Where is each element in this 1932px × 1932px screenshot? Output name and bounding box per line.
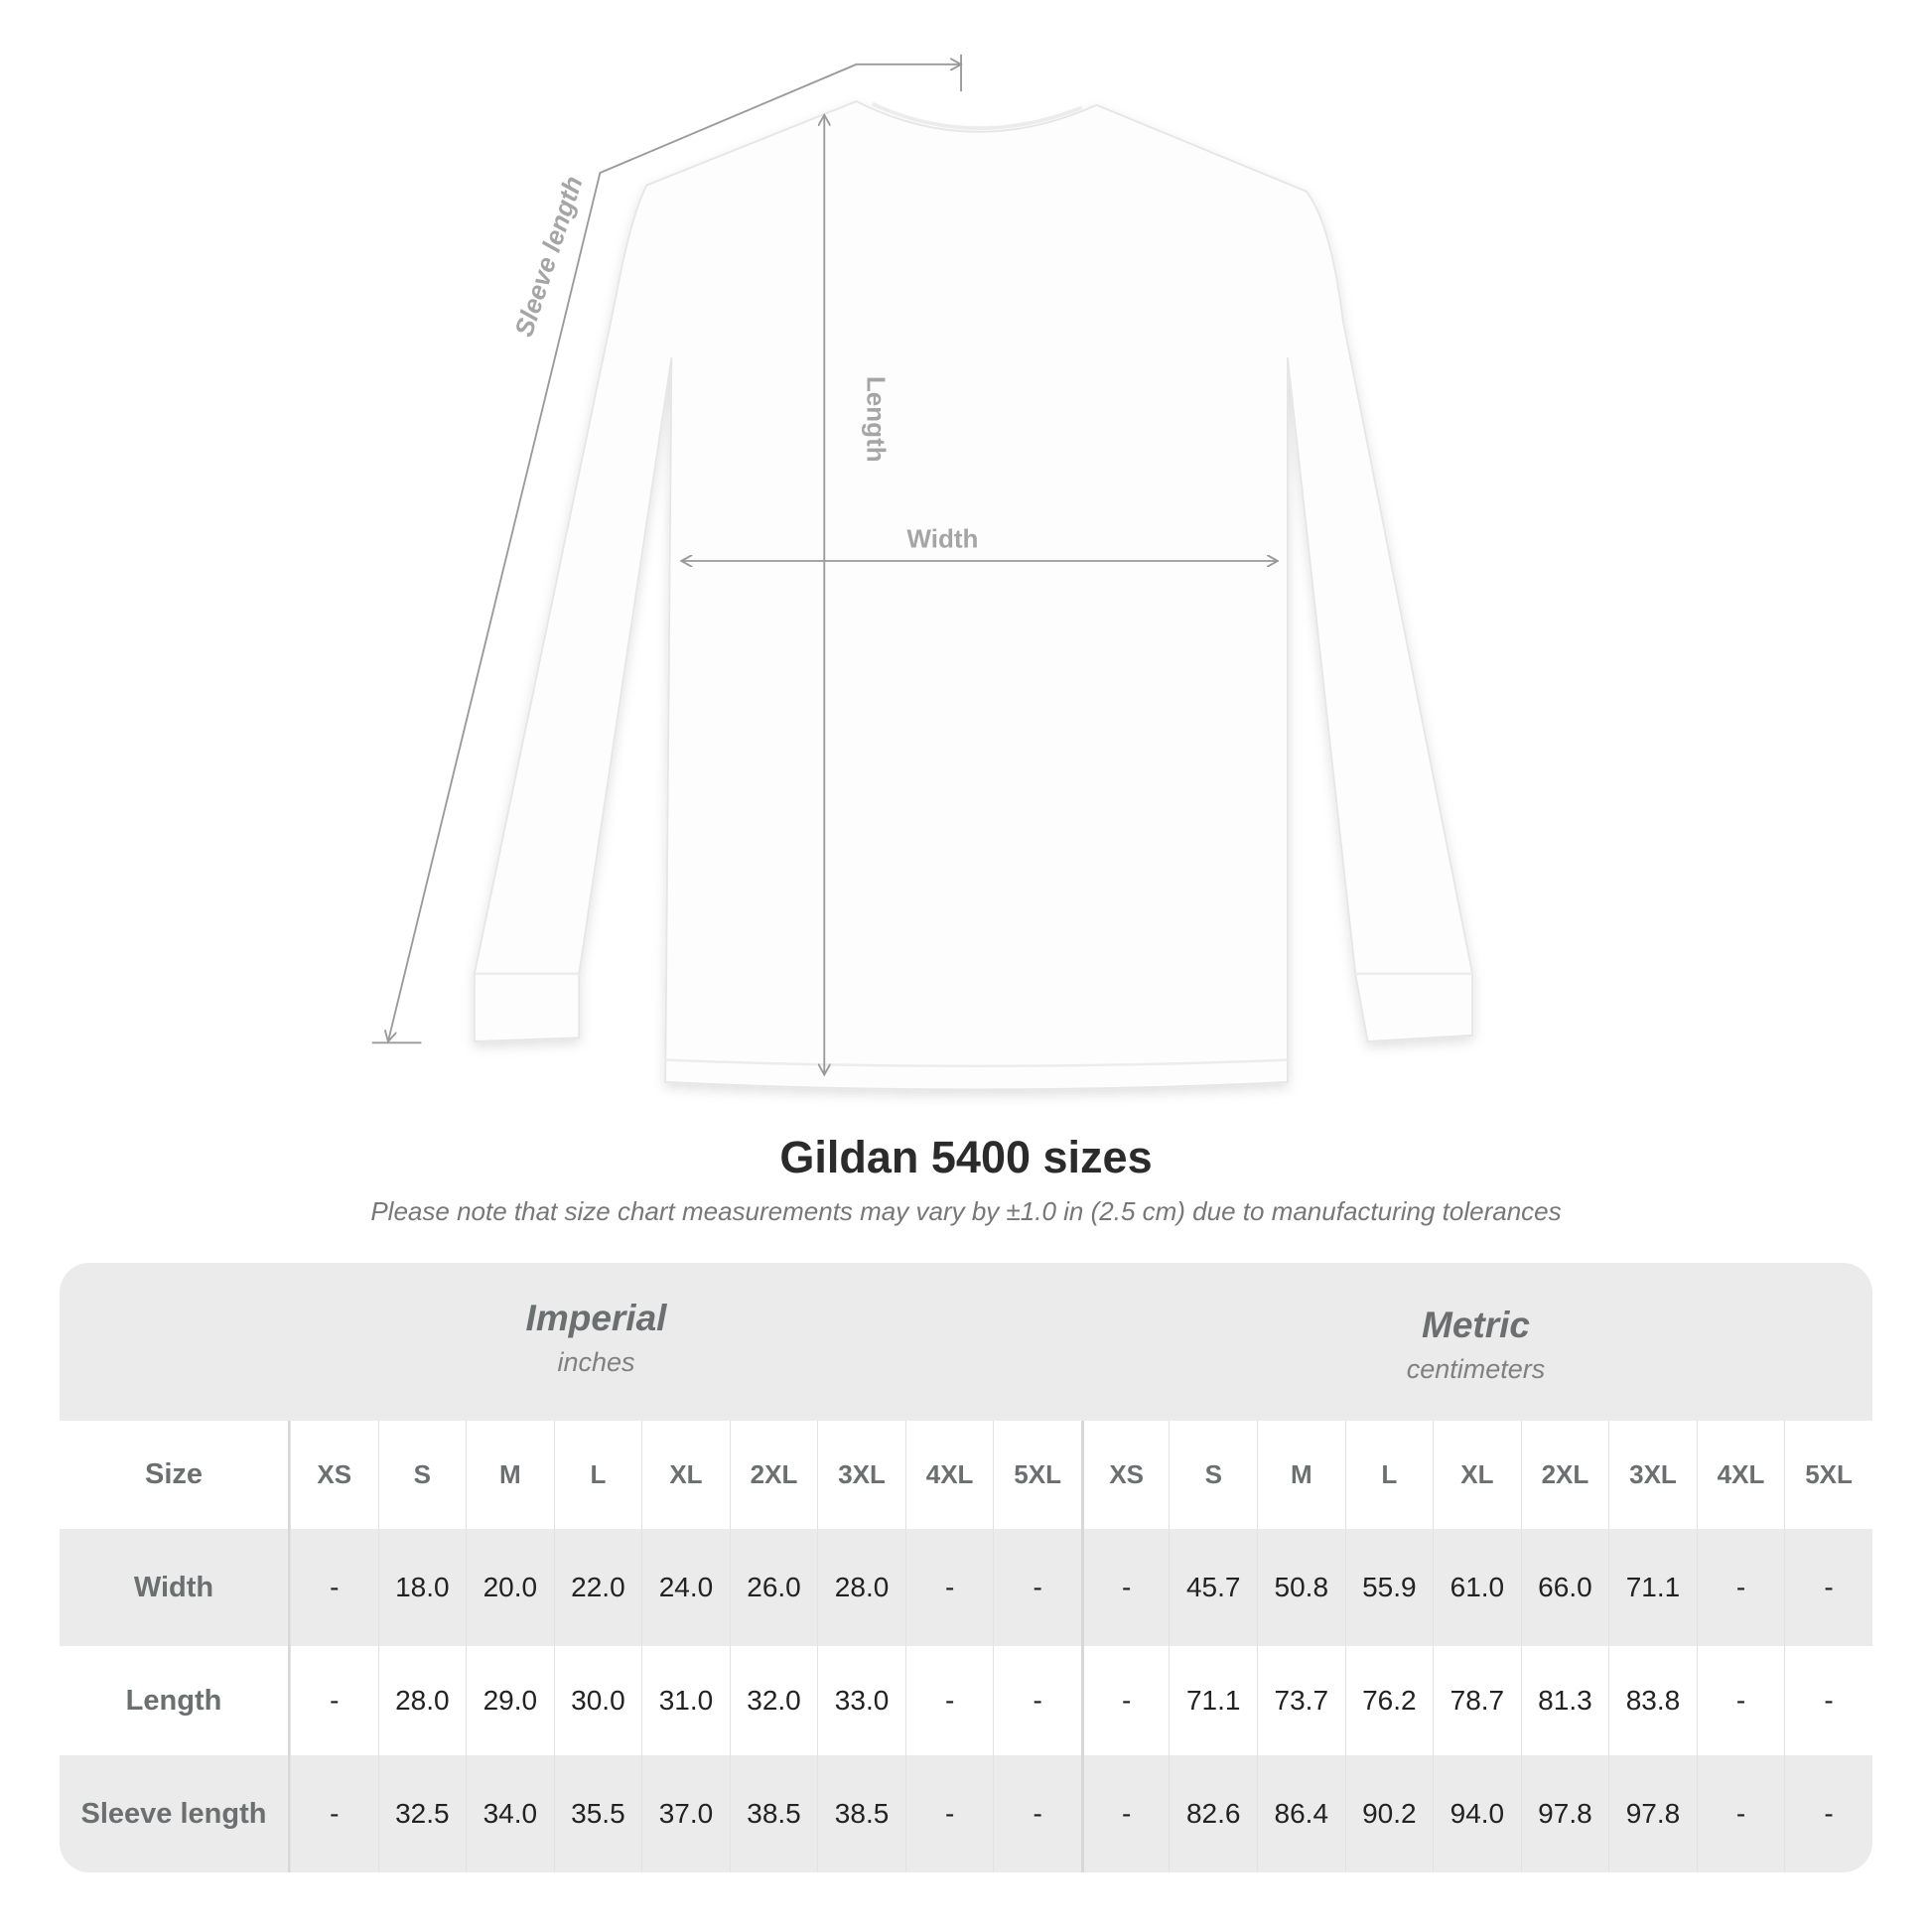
imperial-value-cell: 30.0 (553, 1646, 642, 1755)
imperial-value-cell: 22.0 (553, 1529, 642, 1646)
imperial-size-header: 3XL (817, 1421, 905, 1529)
size-header-row: Size XS S M L XL 2XL 3XL 4XL 5XL XS S M L XL 2XL 3XL 4XL 5… (60, 1421, 1872, 1529)
imperial-value-cell: 31.0 (641, 1646, 730, 1755)
imperial-value-cell: 37.0 (641, 1755, 730, 1872)
metric-value-cell: 73.7 (1257, 1646, 1345, 1755)
metric-title: Metric (1422, 1305, 1530, 1345)
imperial-value-cell: 26.0 (729, 1529, 818, 1646)
imperial-title: Imperial (525, 1298, 667, 1338)
metric-value-cell: 55.9 (1344, 1529, 1434, 1646)
imperial-size-header: XL (641, 1421, 730, 1529)
metric-size-header: S (1169, 1421, 1257, 1529)
imperial-value-cell: - (993, 1646, 1081, 1755)
imperial-value-cell: 32.5 (377, 1755, 467, 1872)
imperial-value-cell: 34.0 (466, 1755, 554, 1872)
size-table: Imperial inches Metric centimeters Size X… (60, 1263, 1872, 1872)
metric-value-cell: - (1784, 1755, 1872, 1872)
imperial-value-cell: 32.0 (729, 1646, 818, 1755)
table-row: Sleeve length -32.5 34.0 35.5 37.0 38.5 38.5- -… (60, 1755, 1872, 1872)
width-label: Width (906, 523, 978, 553)
imperial-value-cell: 24.0 (641, 1529, 730, 1646)
imperial-value-cell: 20.0 (466, 1529, 554, 1646)
metric-value-cell: - (1696, 1646, 1785, 1755)
metric-value-cell: 50.8 (1257, 1529, 1345, 1646)
metric-value-cell: 94.0 (1433, 1755, 1521, 1872)
metric-value-cell: 61.0 (1433, 1529, 1521, 1646)
imperial-size-header: 5XL (993, 1421, 1081, 1529)
metric-size-header: 2XL (1520, 1421, 1609, 1529)
metric-value-cell: - (1696, 1755, 1785, 1872)
metric-value-cell: 90.2 (1344, 1755, 1434, 1872)
metric-value-cell: - (1784, 1529, 1872, 1646)
imperial-value-cell: 18.0 (377, 1529, 467, 1646)
imperial-unit: inches (557, 1347, 635, 1377)
metric-value-cell: - (1080, 1646, 1170, 1755)
shirt-diagram: Sleeve length Length Width (371, 54, 1474, 1091)
sleeve-length-measure (371, 54, 961, 1044)
metric-value-cell: 83.8 (1608, 1646, 1697, 1755)
metric-size-header: XS (1080, 1421, 1170, 1529)
imperial-value-cell: - (290, 1529, 378, 1646)
unit-header-band (60, 1263, 1872, 1421)
imperial-size-header: M (466, 1421, 554, 1529)
imperial-value-cell: 33.0 (817, 1646, 905, 1755)
row-label: Sleeve length (60, 1755, 290, 1872)
imperial-value-cell: - (290, 1646, 378, 1755)
imperial-value-cell: - (904, 1755, 994, 1872)
imperial-value-cell: - (904, 1529, 994, 1646)
imperial-header: Imperial inches (201, 1298, 992, 1378)
imperial-value-cell: - (993, 1529, 1081, 1646)
table-row: Width -18.0 20.0 22.0 24.0 26.0 28.0- - -45.7 50.… (60, 1529, 1872, 1646)
metric-size-header: 4XL (1696, 1421, 1785, 1529)
imperial-size-header: 2XL (729, 1421, 818, 1529)
tolerance-note: Please note that size chart measurements… (370, 1196, 1562, 1226)
metric-value-cell: 66.0 (1520, 1529, 1609, 1646)
metric-unit: centimeters (1406, 1354, 1546, 1384)
imperial-size-header: XS (290, 1421, 378, 1529)
metric-value-cell: 76.2 (1344, 1646, 1434, 1755)
imperial-value-cell: - (904, 1646, 994, 1755)
imperial-size-header: S (377, 1421, 467, 1529)
metric-size-header: M (1257, 1421, 1345, 1529)
row-label: Width (60, 1529, 290, 1646)
metric-value-cell: - (1080, 1755, 1170, 1872)
long-sleeve-shirt (473, 100, 1474, 1091)
table-row: Length -28.0 29.0 30.0 31.0 32.0 33.0- - -71.1 73… (60, 1646, 1872, 1755)
imperial-value-cell: 35.5 (553, 1755, 642, 1872)
metric-value-cell: 97.8 (1608, 1755, 1697, 1872)
imperial-value-cell: - (290, 1755, 378, 1872)
imperial-value-cell: 38.5 (729, 1755, 818, 1872)
metric-value-cell: 78.7 (1433, 1646, 1521, 1755)
metric-value-cell: 45.7 (1169, 1529, 1257, 1646)
page-title: Gildan 5400 sizes (779, 1132, 1153, 1182)
metric-size-header: L (1344, 1421, 1434, 1529)
metric-value-cell: 71.1 (1169, 1646, 1257, 1755)
hem (665, 1058, 1288, 1068)
metric-value-cell: - (1784, 1646, 1872, 1755)
imperial-size-header: 4XL (904, 1421, 994, 1529)
row-label: Length (60, 1646, 290, 1755)
metric-size-header: 3XL (1608, 1421, 1697, 1529)
size-column-header: Size (60, 1421, 290, 1529)
metric-value-cell: - (1696, 1529, 1785, 1646)
imperial-value-cell: - (993, 1755, 1081, 1872)
metric-value-cell: - (1080, 1529, 1170, 1646)
imperial-value-cell: 38.5 (817, 1755, 905, 1872)
metric-value-cell: 86.4 (1257, 1755, 1345, 1872)
metric-size-header: XL (1433, 1421, 1521, 1529)
metric-value-cell: 81.3 (1520, 1646, 1609, 1755)
metric-value-cell: 71.1 (1608, 1529, 1697, 1646)
sleeve-length-label: Sleeve length (508, 173, 588, 341)
imperial-value-cell: 28.0 (817, 1529, 905, 1646)
metric-size-header: 5XL (1784, 1421, 1872, 1529)
metric-header: Metric centimeters (1080, 1305, 1871, 1385)
metric-value-cell: 82.6 (1169, 1755, 1257, 1872)
metric-value-cell: 97.8 (1520, 1755, 1609, 1872)
imperial-value-cell: 28.0 (377, 1646, 467, 1755)
length-label: Length (862, 376, 892, 463)
imperial-value-cell: 29.0 (466, 1646, 554, 1755)
imperial-size-header: L (553, 1421, 642, 1529)
